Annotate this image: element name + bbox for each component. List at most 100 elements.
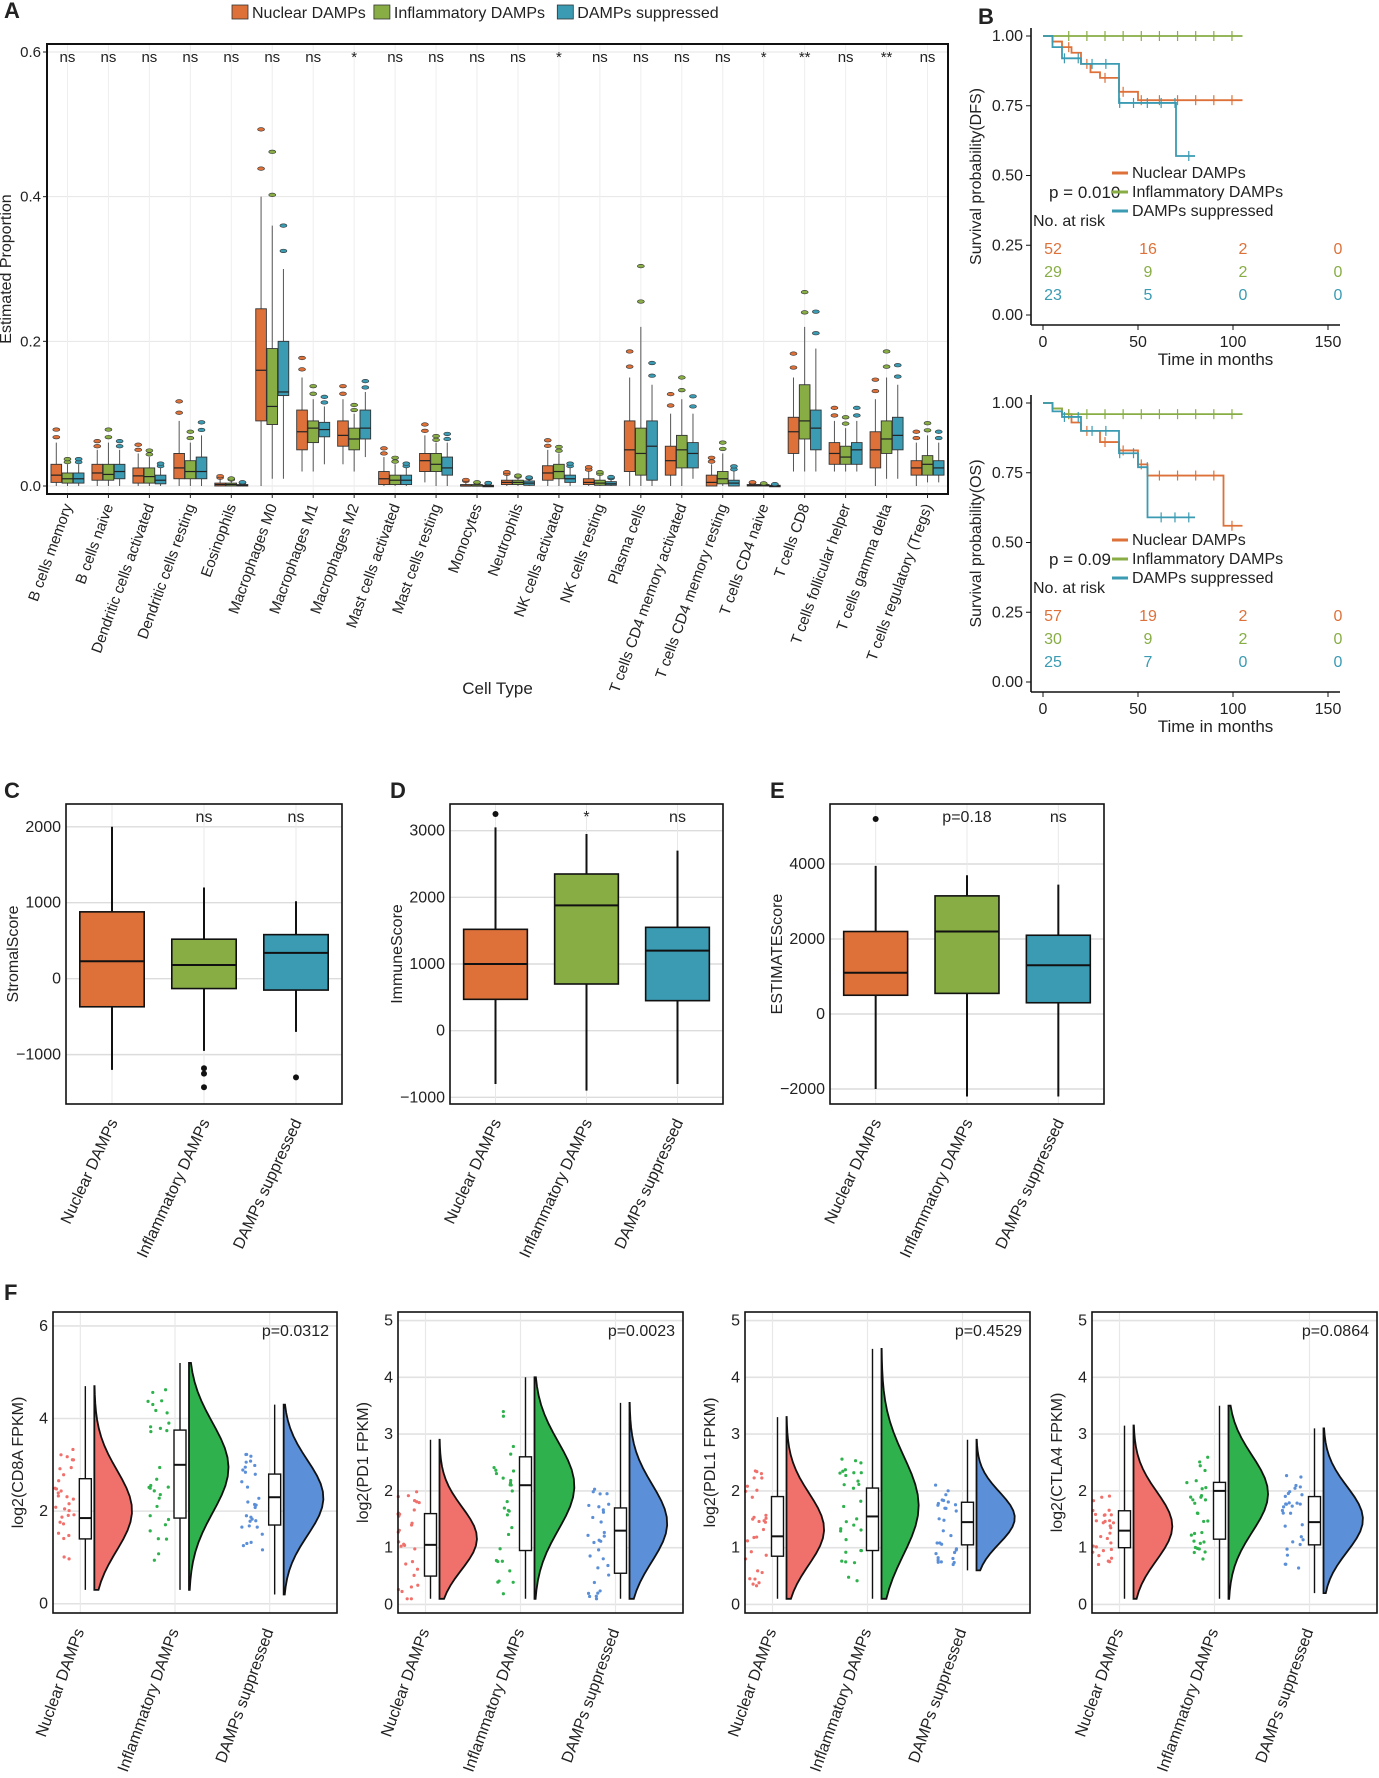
a-outlier (339, 384, 347, 389)
a-outlier (104, 435, 113, 440)
a-outlier (268, 192, 277, 197)
f-ctla4-jitter-point (1206, 1519, 1210, 1523)
f-pd1-ytick-label: 3 (384, 1426, 393, 1443)
b-dfs-ylabel: Survival probability(DFS) (968, 88, 985, 265)
a-outlier (443, 431, 452, 437)
b-dfs-risk-count: 2 (1239, 241, 1248, 258)
f-pd1-jitter-point (415, 1567, 420, 1571)
a-legend-swatch (373, 4, 391, 20)
f-pdl1-jitter-point (859, 1461, 863, 1465)
f-ctla4-violin (1322, 1427, 1364, 1595)
a-outlier (923, 428, 932, 433)
a-outlier (871, 377, 880, 382)
a-box (419, 453, 431, 472)
f-pdl1-jitter-point (841, 1469, 845, 1473)
f-pd1-jitter-point (400, 1589, 404, 1594)
f-cd8a-jitter-point (69, 1466, 73, 1470)
f-pd1-jitter-point (599, 1539, 603, 1543)
f-cd8a-jitter-point (155, 1477, 159, 1481)
c-ytick-label: 2000 (25, 819, 61, 836)
a-outlier (421, 422, 429, 427)
b-os-risk-count: 2 (1239, 608, 1248, 625)
f-pd1-jitter-point (415, 1500, 419, 1504)
f-ctla4-jitter-point (1108, 1519, 1112, 1523)
f-cd8a-jitter-point (62, 1555, 66, 1559)
f-ctla4-jitter-point (1099, 1534, 1103, 1539)
d-ytick-label: 0 (436, 1023, 445, 1040)
f-cd8a-jitter-point (148, 1529, 152, 1533)
b-os-risk-title: No. at risk (1033, 580, 1106, 597)
f-cd8a-jitter-point (152, 1558, 156, 1562)
a-outlier (115, 439, 124, 444)
f-cd8a-jitter-point (260, 1548, 265, 1552)
a-outlier (298, 367, 306, 372)
a-outlier (748, 480, 757, 485)
f-ctla4-jitter-point (1194, 1479, 1198, 1483)
a-box (787, 416, 800, 454)
a-outlier (852, 405, 861, 410)
c-outlier (201, 1084, 207, 1091)
f-pd1-jitter-point (607, 1573, 611, 1577)
f-ctla4-ytick-label: 2 (1078, 1483, 1087, 1500)
a-box (891, 416, 904, 451)
f-pdl1-violin (785, 1416, 825, 1600)
a-legend-label: DAMPs suppressed (577, 5, 718, 22)
b-os-pvalue: p = 0.09 (1049, 550, 1111, 569)
a-significance: ns (592, 49, 608, 66)
f-pd1-box (518, 1456, 533, 1552)
a-significance: ns (428, 49, 444, 66)
f-cd8a-jitter-point (244, 1460, 248, 1464)
a-box (102, 463, 115, 481)
f-cd8a-ytick-label: 2 (39, 1503, 48, 1520)
a-outlier (566, 461, 574, 466)
f-cd8a-jitter-point (241, 1468, 245, 1472)
f-pd1-violin (628, 1401, 669, 1600)
f-pdl1-jitter-point (851, 1486, 856, 1490)
f-pdl1-jitter-point (944, 1493, 948, 1497)
a-significance: ** (799, 49, 811, 66)
f-pd1-pvalue: p=0.0023 (608, 1323, 675, 1340)
f-pd1-jitter-point (501, 1592, 505, 1596)
a-outlier (350, 402, 358, 408)
a-outlier (298, 355, 306, 361)
a-outlier (882, 349, 891, 354)
f-cd8a-jitter-point (54, 1487, 59, 1491)
a-outlier (882, 364, 891, 369)
a-significance: ns (387, 49, 403, 66)
c-outlier (293, 1074, 299, 1081)
f-pdl1-violin (880, 1348, 920, 1600)
a-outlier (391, 455, 399, 460)
f-pd1-jitter-point (598, 1589, 602, 1593)
d-ytick-label: 2000 (409, 889, 445, 906)
c-box (79, 911, 146, 1008)
f-cd8a-box (173, 1429, 187, 1519)
f-cd8a-jitter-point (151, 1390, 155, 1395)
b-dfs-xlabel: Time in months (1158, 350, 1274, 369)
f-ctla4-box (1117, 1510, 1132, 1549)
f-ctla4-jitter-point (1198, 1541, 1202, 1545)
a-outlier (462, 477, 470, 483)
f-pdl1-jitter-point (953, 1503, 958, 1507)
f-pdl1-jitter-point (750, 1495, 754, 1499)
f-pdl1-jitter-point (757, 1519, 761, 1524)
a-outlier (800, 290, 809, 295)
b-dfs-risk-count: 9 (1144, 264, 1153, 281)
a-significance: * (761, 49, 767, 66)
f-ctla4-jitter-point (1103, 1519, 1107, 1523)
f-ctla4-jitter-point (1283, 1562, 1287, 1566)
a-outlier (689, 394, 697, 399)
e-xtick-label: DAMPs suppressed (993, 1117, 1068, 1252)
f-cd8a-jitter-point (163, 1388, 168, 1392)
c-plot-frame (65, 803, 343, 1105)
e-box (1025, 934, 1092, 1004)
a-outlier (145, 452, 154, 457)
f-cd8a-jitter-point (70, 1458, 75, 1462)
f-cd8a-jitter-point (67, 1508, 71, 1513)
f-pd1-ytick-label: 5 (384, 1313, 393, 1330)
f-ctla4-jitter-point (1290, 1504, 1294, 1508)
f-pdl1-jitter-point (844, 1550, 848, 1554)
f-cd8a-jitter-point (149, 1483, 153, 1488)
a-outlier (771, 482, 779, 487)
f-pdl1-jitter-point (936, 1501, 940, 1506)
